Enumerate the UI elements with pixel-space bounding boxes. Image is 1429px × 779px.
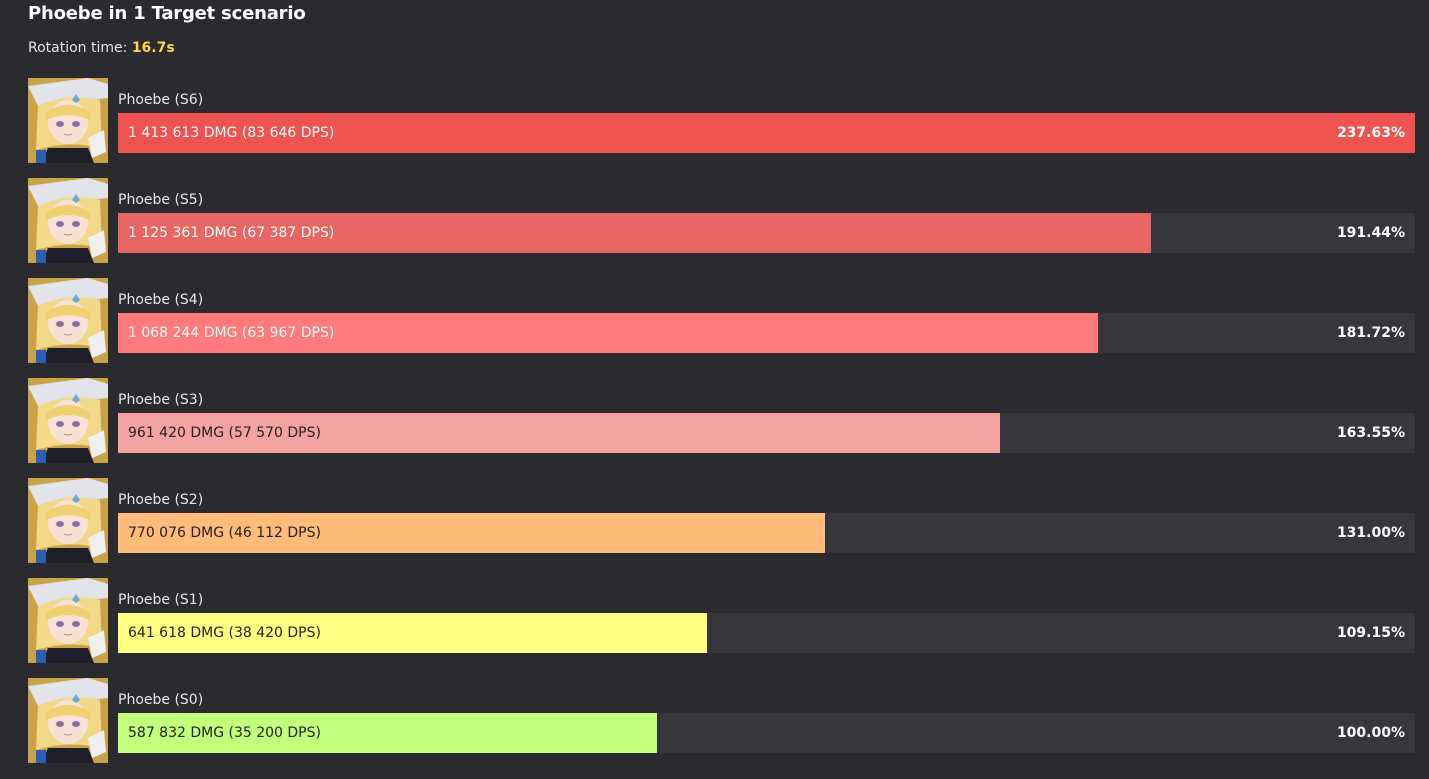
bar-category-label: Phoebe (S6) [118, 92, 204, 108]
bar-row: Phoebe (S5) 1 125 361 DMG (67 387 DPS) 191… [28, 178, 1415, 263]
phoebe-portrait-icon [28, 578, 108, 663]
phoebe-portrait-icon [28, 178, 108, 263]
bar-percent-label: 191.44% [1336, 225, 1405, 241]
bar-percent-label: 237.63% [1336, 125, 1405, 141]
bar-fill [118, 113, 1415, 153]
bar-value-label: 1 413 613 DMG (83 646 DPS) [128, 125, 335, 141]
bar-row: Phoebe (S1) 641 618 DMG (38 420 DPS) 109.1… [28, 578, 1415, 663]
bar-percent-label: 109.15% [1336, 625, 1405, 641]
bar-category-label: Phoebe (S1) [118, 592, 204, 608]
bar-fill [118, 213, 1151, 253]
bar-value-label: 1 125 361 DMG (67 387 DPS) [128, 225, 335, 241]
bar-category-label: Phoebe (S5) [118, 192, 204, 208]
bar-fill [118, 413, 1000, 453]
bar-percent-label: 181.72% [1336, 325, 1405, 341]
rotation-time-label: Rotation time: [28, 40, 128, 56]
bar-track: 1 068 244 DMG (63 967 DPS) 181.72% [118, 313, 1415, 353]
chart-title: Phoebe in 1 Target scenario [28, 3, 306, 24]
bar-fill [118, 613, 707, 653]
bar-row: Phoebe (S0) 587 832 DMG (35 200 DPS) 100.0… [28, 678, 1415, 763]
bar-track: 641 618 DMG (38 420 DPS) 109.15% [118, 613, 1415, 653]
bar-category-label: Phoebe (S0) [118, 692, 204, 708]
bar-track: 770 076 DMG (46 112 DPS) 131.00% [118, 513, 1415, 553]
bar-category-label: Phoebe (S4) [118, 292, 204, 308]
phoebe-portrait-icon [28, 78, 108, 163]
bar-fill [118, 313, 1098, 353]
bar-row: Phoebe (S6) 1 413 613 DMG (83 646 DPS) 237… [28, 78, 1415, 163]
bar-value-label: 961 420 DMG (57 570 DPS) [128, 425, 321, 441]
phoebe-portrait-icon [28, 478, 108, 563]
rotation-time: Rotation time: 16.7s [28, 40, 175, 56]
bar-percent-label: 163.55% [1336, 425, 1405, 441]
bar-row: Phoebe (S3) 961 420 DMG (57 570 DPS) 163.5… [28, 378, 1415, 463]
bar-track: 587 832 DMG (35 200 DPS) 100.00% [118, 713, 1415, 753]
bar-track: 1 413 613 DMG (83 646 DPS) 237.63% [118, 113, 1415, 153]
bar-track: 1 125 361 DMG (67 387 DPS) 191.44% [118, 213, 1415, 253]
bar-row: Phoebe (S2) 770 076 DMG (46 112 DPS) 131.0… [28, 478, 1415, 563]
bar-value-label: 641 618 DMG (38 420 DPS) [128, 625, 321, 641]
rotation-time-value: 16.7s [131, 40, 175, 56]
bar-category-label: Phoebe (S2) [118, 492, 204, 508]
bar-row: Phoebe (S4) 1 068 244 DMG (63 967 DPS) 181… [28, 278, 1415, 363]
bar-value-label: 1 068 244 DMG (63 967 DPS) [128, 325, 335, 341]
bar-percent-label: 100.00% [1336, 725, 1405, 741]
phoebe-portrait-icon [28, 678, 108, 763]
bar-percent-label: 131.00% [1336, 525, 1405, 541]
bar-value-label: 770 076 DMG (46 112 DPS) [128, 525, 321, 541]
bar-list: Phoebe (S6) 1 413 613 DMG (83 646 DPS) 237… [28, 78, 1415, 778]
phoebe-portrait-icon [28, 278, 108, 363]
bar-value-label: 587 832 DMG (35 200 DPS) [128, 725, 321, 741]
phoebe-portrait-icon [28, 378, 108, 463]
bar-fill [118, 713, 657, 753]
bar-category-label: Phoebe (S3) [118, 392, 204, 408]
bar-track: 961 420 DMG (57 570 DPS) 163.55% [118, 413, 1415, 453]
bar-fill [118, 513, 825, 553]
